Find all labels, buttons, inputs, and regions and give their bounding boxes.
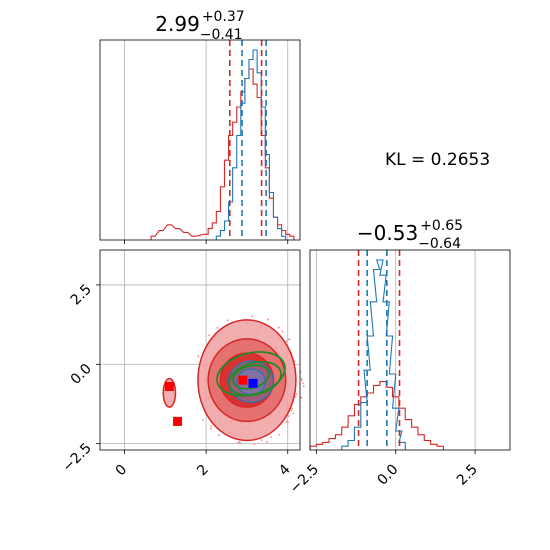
contours: [162, 315, 305, 446]
sample-point: [210, 427, 213, 430]
sample-point: [288, 338, 290, 341]
title-lower: −0.64: [418, 236, 461, 252]
ticks: [124, 240, 289, 244]
title-value: 2.99: [155, 12, 200, 36]
panel-title-param2: −0.53 +0.65 −0.64: [357, 218, 463, 252]
kl-annotation: KL = 0.2653: [385, 150, 490, 170]
sample-point: [285, 420, 288, 423]
sample-point: [266, 440, 268, 443]
sample-point: [270, 436, 273, 439]
sample-point: [267, 318, 270, 321]
sample-point: [197, 355, 200, 358]
title-upper: +0.65: [420, 218, 463, 234]
sample-point: [260, 439, 263, 442]
axes-frame: [99, 39, 301, 241]
sample-point: [281, 330, 284, 333]
panel-contour: 0 2 4 −2.5 0.0 2.5: [59, 249, 305, 480]
x-tick-label: 2.5: [454, 462, 481, 489]
sample-point: [302, 385, 305, 388]
ticks: −2.5 0.0 2.5: [287, 450, 481, 497]
sample-point: [202, 419, 204, 421]
sample-point: [278, 434, 280, 436]
grid: [315, 250, 476, 450]
panel-histogram-param1: 2.99 +0.37 −0.41: [99, 9, 301, 244]
sample-point: [238, 441, 241, 444]
sample-point: [253, 443, 256, 446]
sample-point: [226, 319, 229, 322]
x-tick-label: −2.5: [287, 462, 322, 497]
x-tick-label: 2: [194, 462, 212, 480]
sample-point: [291, 407, 294, 410]
grid: [124, 40, 289, 240]
y-tick-label: 0.0: [68, 361, 95, 388]
x-tick-label: 0: [113, 462, 131, 480]
sample-point: [251, 315, 254, 318]
quantile-lines: [357, 250, 401, 450]
x-tick-label: 4: [276, 461, 294, 479]
x-tick-label: 0.0: [374, 462, 401, 489]
sample-point: [292, 412, 295, 415]
y-tick-label: 2.5: [68, 281, 95, 308]
sample-point: [294, 395, 297, 398]
hist-blue: [341, 259, 406, 450]
sample-point: [300, 396, 303, 399]
sample-point: [208, 334, 210, 337]
marker-blue: [248, 378, 258, 388]
marker-red: [164, 382, 174, 392]
histograms: [309, 259, 444, 450]
title-lower: −0.41: [200, 27, 243, 43]
axes-frame: [309, 249, 511, 451]
marker-red: [173, 416, 183, 426]
hist-blue: [215, 49, 287, 240]
sample-point: [277, 326, 280, 329]
hist-red: [309, 381, 444, 450]
sample-point: [295, 393, 298, 396]
y-tick-label: −2.5: [59, 440, 94, 475]
sample-point: [290, 409, 292, 412]
axes-frame: [99, 249, 301, 451]
sample-point: [237, 441, 240, 444]
sample-point: [285, 340, 288, 343]
hist-red: [150, 68, 295, 240]
title-upper: +0.37: [202, 9, 245, 25]
histograms: [150, 49, 295, 240]
sample-point: [300, 378, 303, 380]
sample-point: [287, 415, 290, 417]
contour-green-level: [228, 360, 282, 397]
marker-red: [238, 375, 248, 385]
quantile-lines: [228, 40, 267, 240]
sample-point: [286, 421, 289, 423]
sample-point: [216, 326, 219, 329]
sample-point: [217, 434, 220, 437]
sample-point: [210, 425, 212, 428]
panel-title-param1: 2.99 +0.37 −0.41: [155, 9, 244, 43]
sample-point: [301, 382, 304, 385]
title-value: −0.53: [357, 221, 418, 245]
panel-histogram-param2: −2.5 0.0 2.5 −0.53 +0.65 −0.64: [287, 218, 511, 497]
